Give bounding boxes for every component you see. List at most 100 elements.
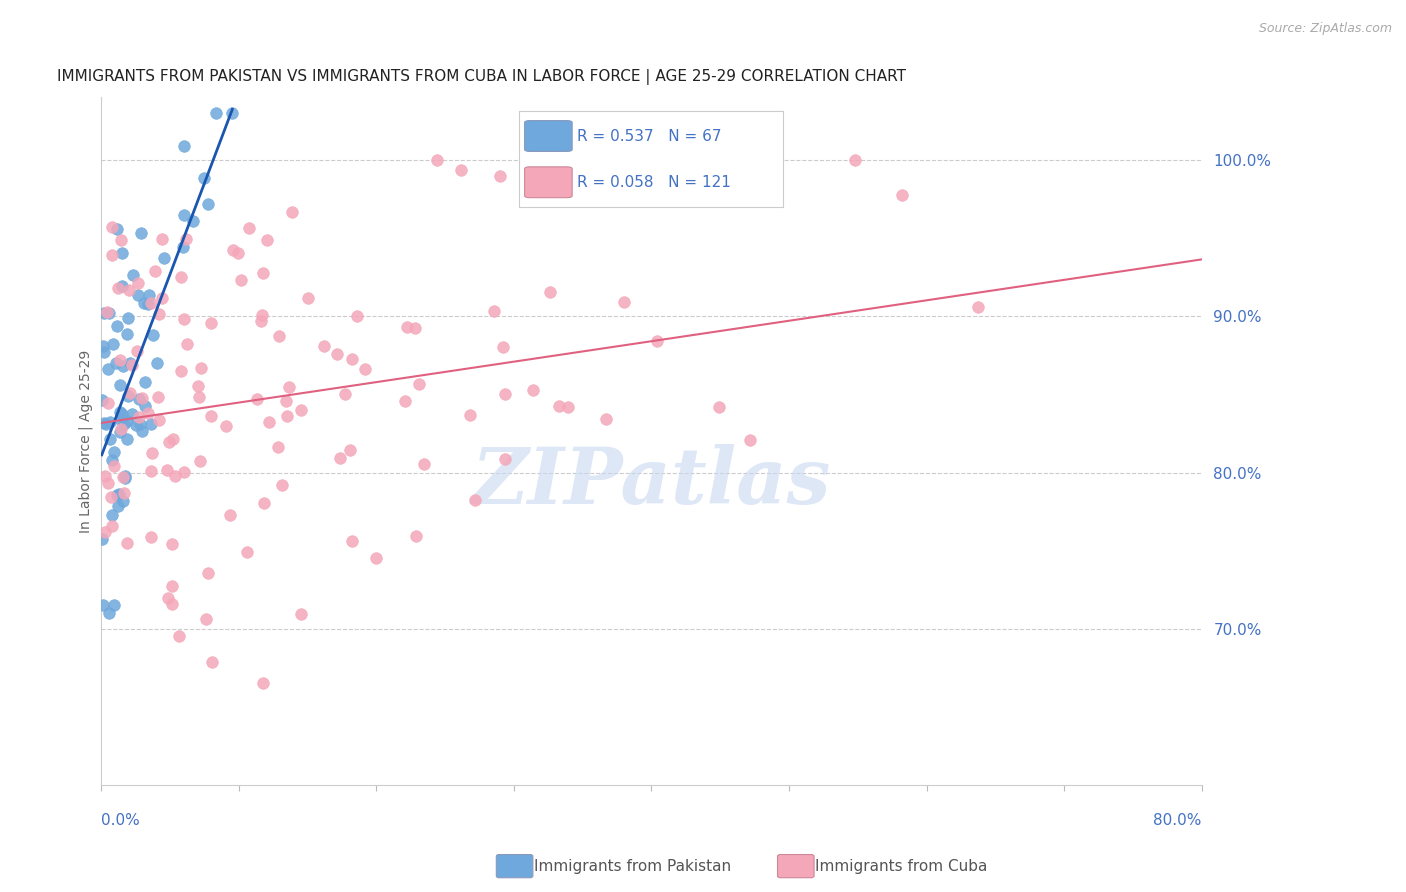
Point xyxy=(215,418,238,433)
Point xyxy=(101,519,124,533)
Point xyxy=(290,402,312,417)
Point xyxy=(98,432,121,446)
Point xyxy=(112,417,135,431)
Point xyxy=(595,411,617,425)
Point xyxy=(91,339,114,353)
Point xyxy=(121,268,143,282)
Point xyxy=(101,248,124,262)
Point xyxy=(139,531,162,545)
Point xyxy=(111,278,134,293)
Point xyxy=(176,336,198,351)
Point xyxy=(238,220,260,235)
Point xyxy=(366,551,388,566)
Point xyxy=(181,214,204,228)
Point xyxy=(966,300,988,314)
Point xyxy=(115,432,138,446)
Point xyxy=(195,611,218,625)
Point xyxy=(156,463,179,477)
Point xyxy=(193,171,215,186)
Point xyxy=(488,169,510,183)
Point xyxy=(98,306,121,320)
Point xyxy=(94,468,117,483)
Point xyxy=(117,389,139,403)
Point xyxy=(335,387,357,401)
Point xyxy=(538,285,561,299)
Point xyxy=(98,607,121,621)
Point xyxy=(97,362,120,376)
Point xyxy=(91,393,114,408)
Point xyxy=(707,400,730,414)
Point xyxy=(111,359,134,373)
Point xyxy=(108,352,131,367)
Point xyxy=(188,453,211,467)
Text: IMMIGRANTS FROM PAKISTAN VS IMMIGRANTS FROM CUBA IN LABOR FORCE | AGE 25-29 CORR: IMMIGRANTS FROM PAKISTAN VS IMMIGRANTS F… xyxy=(58,69,905,85)
Point xyxy=(93,416,115,430)
Point xyxy=(170,270,193,285)
Point xyxy=(169,629,191,643)
Text: Immigrants from Pakistan: Immigrants from Pakistan xyxy=(534,859,731,873)
Point xyxy=(394,393,416,408)
Point xyxy=(101,508,124,522)
Point xyxy=(236,545,259,559)
Point xyxy=(138,288,160,302)
Point xyxy=(96,305,118,319)
Point xyxy=(101,336,124,351)
Point xyxy=(252,676,274,690)
Point xyxy=(312,339,335,353)
Point xyxy=(173,208,195,222)
Point xyxy=(90,533,112,547)
Point xyxy=(111,407,134,421)
Point xyxy=(100,490,122,504)
Point xyxy=(146,390,169,404)
Point xyxy=(297,292,319,306)
Point xyxy=(157,435,180,450)
Point xyxy=(131,424,153,438)
Point xyxy=(128,392,150,407)
Point xyxy=(97,396,120,410)
Point xyxy=(121,407,143,421)
Point xyxy=(222,243,245,257)
Point xyxy=(138,406,160,420)
Point xyxy=(218,508,240,523)
Point xyxy=(111,246,134,260)
Point xyxy=(142,327,165,342)
Point xyxy=(197,197,219,211)
Point xyxy=(101,453,124,467)
Point xyxy=(173,465,195,479)
Point xyxy=(112,470,135,484)
Point xyxy=(339,443,361,458)
Point xyxy=(105,488,128,502)
Point xyxy=(105,222,128,236)
Point xyxy=(645,334,668,348)
Point xyxy=(187,390,209,404)
Text: 80.0%: 80.0% xyxy=(1153,813,1202,828)
Point xyxy=(118,283,141,297)
Point xyxy=(395,320,418,334)
Point xyxy=(426,153,449,167)
Text: Source: ZipAtlas.com: Source: ZipAtlas.com xyxy=(1258,22,1392,36)
Point xyxy=(114,468,136,483)
Point xyxy=(405,528,427,542)
Point xyxy=(148,307,170,321)
Point xyxy=(148,413,170,427)
Point xyxy=(412,457,434,471)
Point xyxy=(108,486,131,500)
Y-axis label: In Labor Force | Age 25-29: In Labor Force | Age 25-29 xyxy=(79,350,93,533)
Point xyxy=(141,446,163,460)
Point xyxy=(103,459,125,474)
Point xyxy=(127,288,149,302)
Point xyxy=(150,291,173,305)
Point xyxy=(205,105,228,120)
Point xyxy=(93,306,115,320)
Point xyxy=(128,409,150,424)
Point xyxy=(115,536,138,550)
Point xyxy=(141,296,163,310)
Point xyxy=(221,105,243,120)
Point xyxy=(484,304,506,318)
Point xyxy=(274,394,297,409)
Point xyxy=(110,425,132,439)
Point xyxy=(156,591,179,605)
Point xyxy=(134,400,156,414)
Point xyxy=(127,277,149,291)
Point xyxy=(200,409,222,423)
